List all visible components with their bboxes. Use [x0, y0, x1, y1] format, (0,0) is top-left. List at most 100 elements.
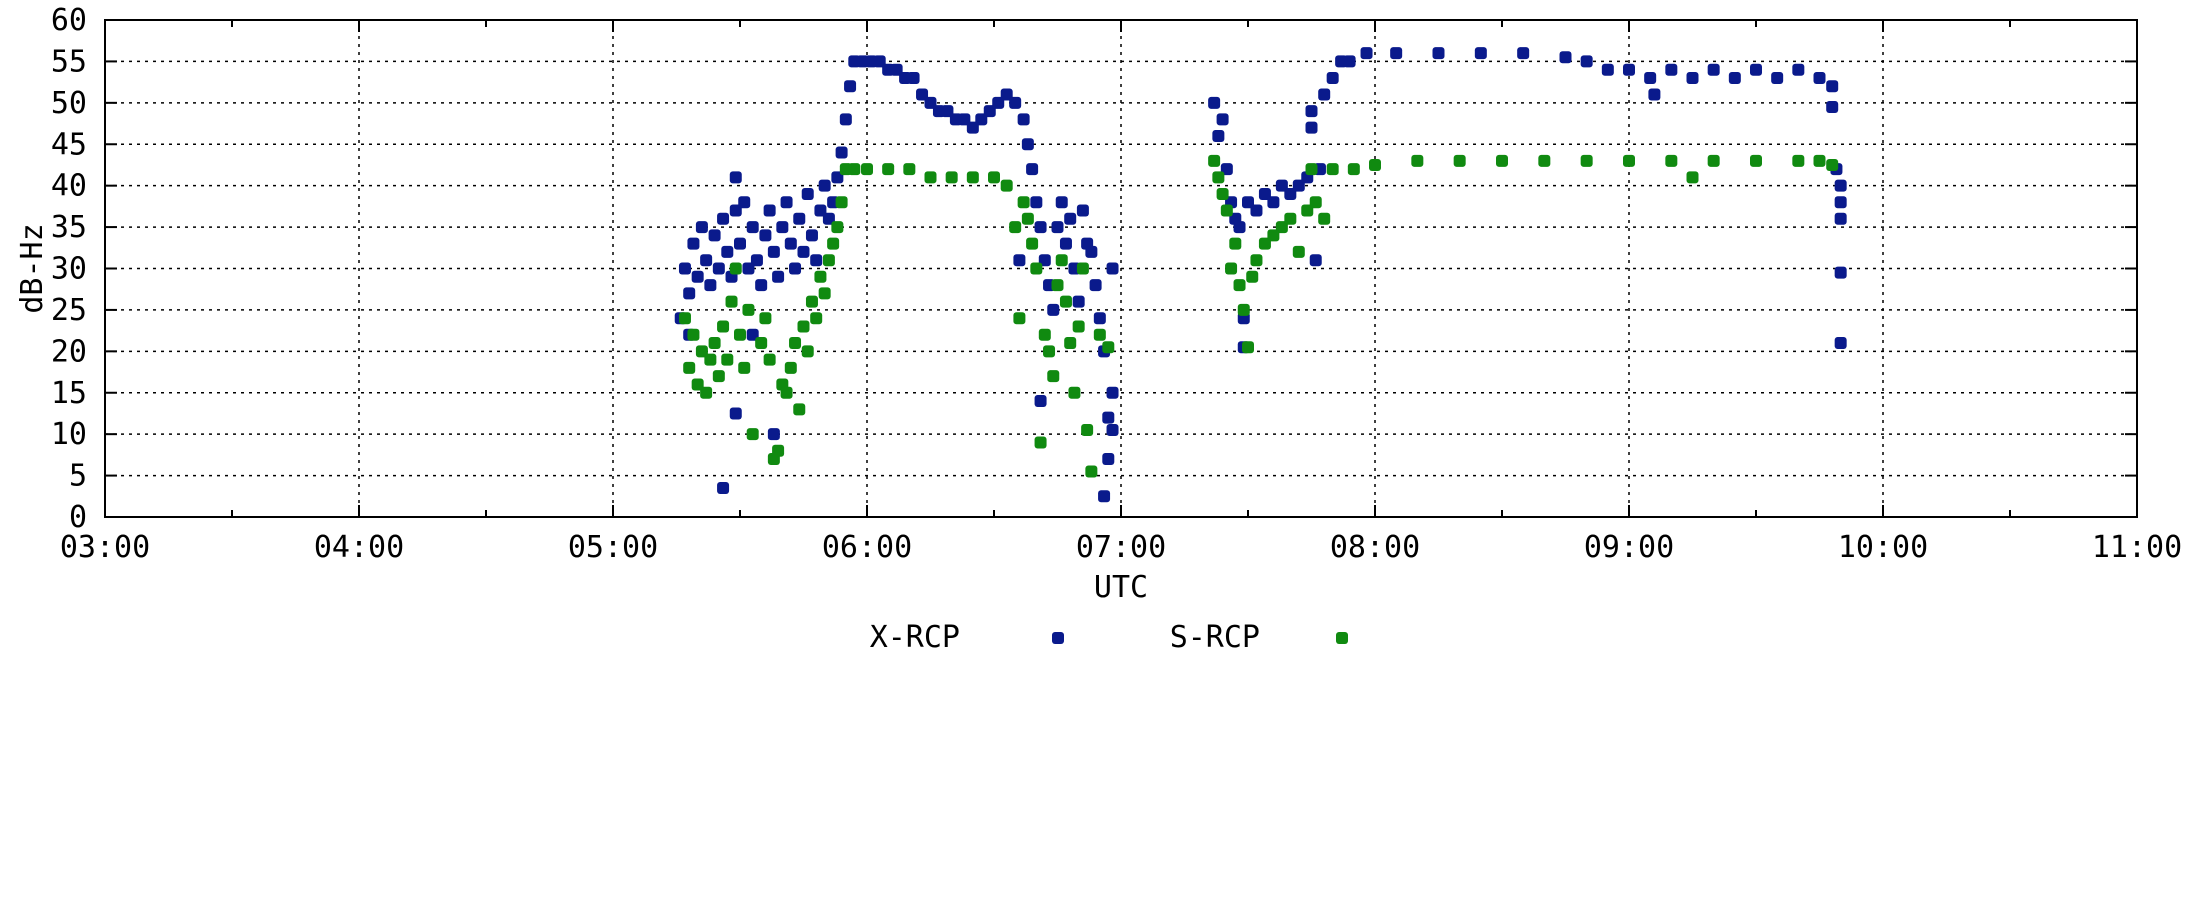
data-point: [784, 237, 797, 250]
data-point: [1102, 453, 1115, 466]
data-point: [712, 262, 725, 275]
data-point: [700, 254, 713, 267]
data-point: [746, 221, 759, 234]
y-tick-label: 5: [69, 459, 87, 494]
data-point: [1318, 88, 1331, 101]
data-point: [717, 482, 730, 495]
data-point: [1284, 187, 1297, 200]
data-point: [1292, 245, 1305, 258]
legend-label: S-RCP: [1170, 620, 1260, 655]
data-point: [1225, 262, 1238, 275]
data-point: [759, 312, 772, 325]
grid: [105, 20, 2137, 517]
data-point: [1834, 196, 1847, 209]
data-point: [1047, 303, 1060, 316]
data-point: [691, 378, 704, 391]
data-point: [1326, 71, 1339, 84]
legend-marker: [1052, 632, 1064, 644]
y-tick-label: 0: [69, 500, 87, 535]
data-point: [1076, 204, 1089, 217]
data-point: [1347, 163, 1360, 176]
data-point: [1072, 295, 1085, 308]
data-point: [1707, 154, 1720, 167]
data-point: [992, 96, 1005, 109]
data-point: [801, 345, 814, 358]
data-point: [801, 187, 814, 200]
data-point: [1212, 129, 1225, 142]
data-point: [975, 113, 988, 126]
data-point: [1686, 71, 1699, 84]
data-point: [763, 353, 776, 366]
data-point: [691, 270, 704, 283]
data-point: [822, 212, 835, 225]
y-tick-label: 30: [51, 252, 87, 287]
data-point: [1038, 328, 1051, 341]
data-point: [755, 337, 768, 350]
data-point: [1013, 312, 1026, 325]
data-point: [1043, 345, 1056, 358]
data-point: [1686, 171, 1699, 184]
data-point: [1242, 196, 1254, 209]
y-tick-label: 15: [51, 376, 87, 411]
data-point: [1047, 370, 1060, 383]
data-point: [683, 287, 696, 300]
data-point: [717, 212, 730, 225]
data-point: [767, 428, 780, 441]
data-point: [704, 279, 717, 292]
data-point: [1017, 196, 1030, 209]
data-point: [835, 196, 848, 209]
data-point: [1021, 212, 1034, 225]
data-point: [721, 353, 734, 366]
data-point: [827, 237, 840, 250]
data-point: [1474, 47, 1487, 60]
data-point: [1665, 63, 1678, 76]
data-point: [789, 262, 802, 275]
data-point: [1000, 88, 1013, 101]
data-point: [1496, 154, 1508, 167]
data-point: [738, 196, 751, 209]
data-point: [1305, 105, 1318, 118]
data-point: [1411, 154, 1424, 167]
data-point: [746, 328, 759, 341]
data-point: [1326, 163, 1339, 176]
data-point: [1369, 158, 1381, 171]
data-point: [1275, 221, 1288, 234]
y-tick-label: 20: [51, 334, 87, 369]
x-tick-label: 08:00: [1330, 530, 1420, 565]
data-point: [1292, 179, 1305, 192]
data-point: [1813, 154, 1826, 167]
data-point: [907, 71, 920, 84]
data-point: [1580, 55, 1593, 68]
data-point: [810, 254, 823, 267]
y-tick-label: 40: [51, 169, 87, 204]
data-point: [1432, 47, 1445, 60]
x-tick-label: 03:00: [60, 530, 150, 565]
data-point: [916, 88, 929, 101]
data-point: [789, 337, 802, 350]
data-point: [1216, 187, 1229, 200]
data-point: [729, 407, 742, 420]
data-point: [683, 361, 696, 374]
data-point: [1559, 51, 1572, 64]
data-point: [1102, 411, 1115, 424]
data-point: [924, 96, 937, 109]
data-point: [734, 237, 746, 250]
data-point: [1305, 163, 1318, 176]
data-point: [1055, 254, 1068, 267]
data-point: [1250, 204, 1263, 217]
data-point: [839, 113, 852, 126]
data-point: [1233, 279, 1246, 292]
data-point: [1089, 279, 1102, 292]
data-point: [1453, 154, 1466, 167]
data-point: [1026, 237, 1039, 250]
data-point: [1644, 71, 1657, 84]
data-point: [712, 370, 725, 383]
data-point: [1309, 254, 1322, 267]
data-point: [1284, 212, 1297, 225]
data-point: [742, 303, 755, 316]
data-point: [1242, 341, 1254, 354]
data-point: [988, 171, 1000, 184]
data-point: [1220, 204, 1233, 217]
data-point: [1026, 163, 1039, 176]
